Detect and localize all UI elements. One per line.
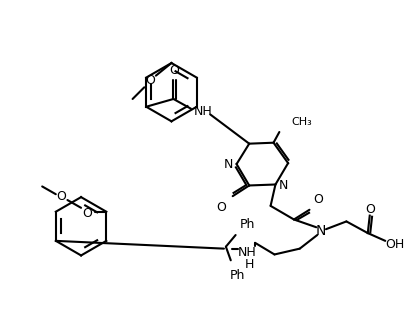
- Text: O: O: [145, 74, 155, 87]
- Text: OH: OH: [386, 238, 405, 251]
- Text: O: O: [57, 190, 66, 203]
- Text: Ph: Ph: [230, 269, 245, 282]
- Text: NH: NH: [194, 105, 213, 118]
- Text: N: N: [316, 224, 326, 238]
- Text: O: O: [82, 207, 92, 220]
- Text: H: H: [245, 258, 254, 271]
- Text: O: O: [365, 203, 375, 216]
- Text: O: O: [313, 193, 323, 205]
- Text: N: N: [279, 179, 288, 192]
- Text: Ph: Ph: [240, 218, 255, 231]
- Text: NH: NH: [238, 246, 257, 259]
- Text: O: O: [216, 201, 226, 214]
- Text: N: N: [224, 158, 234, 171]
- Text: CH₃: CH₃: [291, 117, 312, 127]
- Text: O: O: [169, 64, 179, 77]
